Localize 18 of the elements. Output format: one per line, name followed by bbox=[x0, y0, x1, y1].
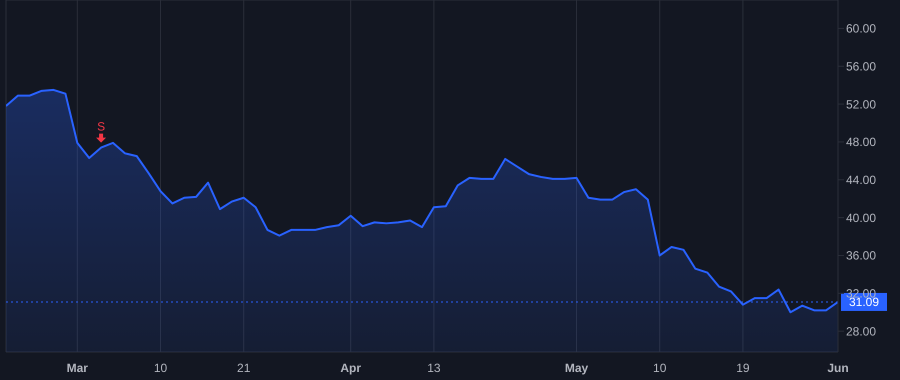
x-tick-label: May bbox=[564, 361, 589, 375]
y-tick-label: 28.00 bbox=[846, 324, 876, 338]
y-tick-label: 40.00 bbox=[846, 210, 876, 225]
annotation: S bbox=[97, 120, 106, 134]
x-tick-label: 21 bbox=[237, 361, 251, 375]
x-tick-label: Apr bbox=[340, 361, 362, 375]
x-tick-label: Jun bbox=[827, 361, 849, 375]
y-tick-label: 60.00 bbox=[846, 22, 876, 36]
x-tick-label: 10 bbox=[653, 361, 667, 375]
y-tick-label: 56.00 bbox=[846, 59, 876, 74]
y-tick-label: 36.00 bbox=[846, 248, 876, 263]
x-tick-label: 10 bbox=[154, 361, 168, 375]
y-tick-label: 52.00 bbox=[846, 97, 876, 112]
x-tick-label: Mar bbox=[66, 361, 88, 375]
x-tick-label: 13 bbox=[427, 361, 441, 375]
x-tick-label: 19 bbox=[736, 361, 750, 375]
y-tick-label: 48.00 bbox=[846, 135, 876, 150]
y-tick-label: 44.00 bbox=[846, 173, 876, 188]
